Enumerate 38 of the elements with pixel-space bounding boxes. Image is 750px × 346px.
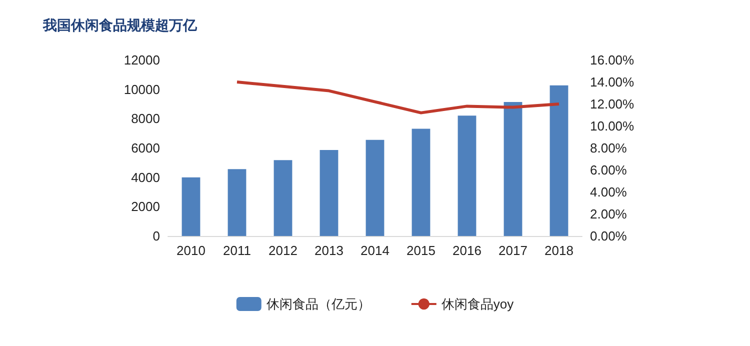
x-tick-label: 2016 [452, 243, 482, 258]
chart-title: 我国休闲食品规模超万亿 [42, 18, 198, 34]
bar [274, 160, 292, 236]
y2-tick-label: 2.00% [590, 206, 628, 222]
bar [550, 85, 568, 236]
bar [504, 102, 522, 236]
y2-tick-label: 8.00% [590, 140, 628, 156]
y2-tick-label: 4.00% [590, 184, 628, 200]
x-tick-label: 2018 [544, 243, 574, 258]
y2-tick-label: 6.00% [590, 162, 628, 178]
y-tick-label: 6000 [131, 140, 160, 156]
bar [182, 177, 200, 236]
bar [458, 116, 476, 236]
y-tick-label: 8000 [131, 111, 160, 126]
x-tick-label: 2012 [268, 243, 298, 258]
y2-tick-label: 10.00% [590, 118, 635, 134]
line-series [236, 80, 560, 114]
y-tick-label: 2000 [131, 199, 160, 214]
legend-label: 休闲食品yoy [441, 296, 514, 312]
y2-tick-label: 14.00% [590, 74, 635, 90]
bar [366, 140, 384, 236]
y2-tick-label: 16.00% [590, 52, 635, 68]
bar [228, 169, 246, 236]
y2-tick-label: 0.00% [590, 228, 628, 244]
x-tick-label: 2015 [406, 243, 436, 258]
x-tick-label: 2014 [360, 243, 390, 258]
y-tick-label: 4000 [131, 170, 160, 185]
y-tick-label: 12000 [124, 52, 160, 68]
x-tick-label: 2013 [314, 243, 344, 258]
x-tick-label: 2011 [223, 243, 251, 258]
x-tick-label: 2010 [176, 243, 206, 258]
legend-label: 休闲食品（亿元） [266, 296, 370, 312]
y2-tick-label: 12.00% [590, 96, 635, 112]
bar [320, 150, 338, 236]
x-tick-label: 2017 [498, 243, 528, 258]
y-tick-label: 10000 [124, 82, 160, 97]
bar [412, 128, 430, 236]
y-tick-label: 0 [152, 228, 160, 244]
